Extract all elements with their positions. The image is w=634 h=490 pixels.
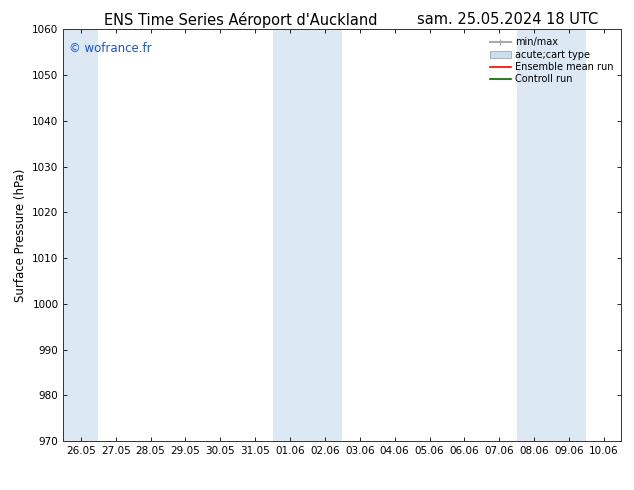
Text: © wofrance.fr: © wofrance.fr (69, 42, 152, 55)
Bar (63, 29, 98, 441)
Bar (517, 29, 586, 441)
Text: sam. 25.05.2024 18 UTC: sam. 25.05.2024 18 UTC (417, 12, 598, 27)
Text: ENS Time Series Aéroport d'Auckland: ENS Time Series Aéroport d'Auckland (104, 12, 378, 28)
Bar (273, 29, 342, 441)
Y-axis label: Surface Pressure (hPa): Surface Pressure (hPa) (14, 169, 27, 302)
Legend: min/max, acute;cart type, Ensemble mean run, Controll run: min/max, acute;cart type, Ensemble mean … (487, 34, 616, 87)
